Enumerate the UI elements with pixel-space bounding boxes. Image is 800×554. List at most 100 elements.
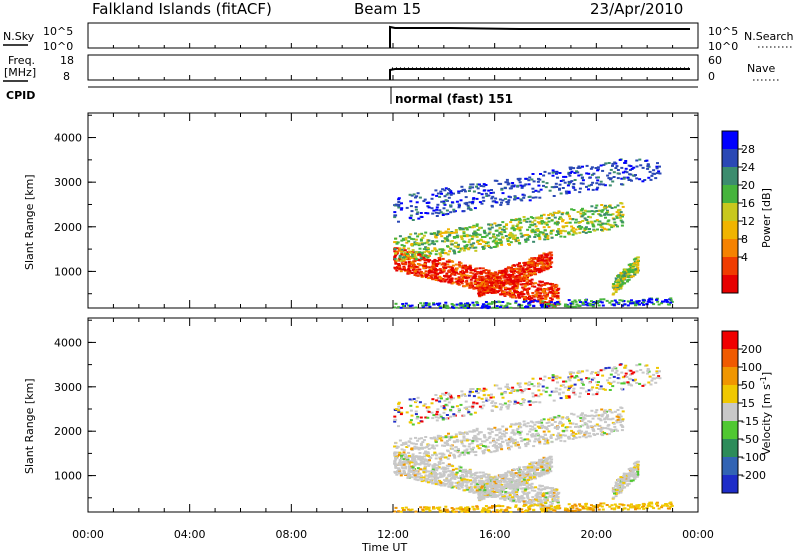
echo-cell (433, 447, 436, 450)
echo-cell (518, 472, 522, 475)
echo-cell (480, 202, 484, 205)
echo-cell (419, 264, 423, 267)
echo-cell (580, 419, 584, 422)
echo-cell (454, 229, 458, 231)
echo-cell (597, 223, 601, 226)
echo-cell (497, 279, 501, 282)
echo-cell (462, 272, 466, 275)
echo-cell (607, 162, 611, 164)
echo-cell (611, 180, 615, 183)
echo-cell (449, 247, 453, 250)
echo-cell (497, 290, 501, 293)
echo-cell (504, 288, 507, 291)
echo-cell (545, 439, 549, 442)
echo-cell (537, 420, 541, 423)
echo-cell (597, 220, 601, 223)
echo-cell (457, 191, 461, 194)
echo-cell (413, 464, 417, 467)
echo-cell (397, 249, 401, 252)
echo-cell (457, 272, 461, 275)
echo-cell (536, 287, 540, 290)
echo-cell (536, 259, 540, 262)
echo-cell (581, 301, 585, 304)
echo-cell (513, 291, 517, 293)
echo-cell (512, 268, 516, 271)
echo-cell (600, 433, 603, 436)
echo-cell (621, 304, 625, 307)
echo-cell (529, 420, 533, 423)
echo-cell (582, 211, 586, 214)
echo-cell (439, 306, 443, 309)
echo-cell (568, 215, 571, 218)
echo-cell (528, 487, 532, 490)
echo-cell (567, 299, 571, 302)
echo-cell (514, 300, 518, 303)
echo-cell (430, 271, 434, 274)
echo-cell (516, 484, 520, 487)
echo-cell (454, 467, 458, 470)
echo-cell (497, 300, 501, 303)
echo-cell (490, 430, 494, 433)
echo-cell (438, 271, 442, 274)
echo-cell (420, 274, 424, 277)
echo-cell (437, 212, 441, 215)
echo-cell (516, 486, 520, 489)
echo-cell (485, 476, 488, 479)
echo-cell (536, 229, 540, 231)
echo-cell (511, 184, 515, 187)
echo-cell (565, 429, 569, 432)
echo-cell (571, 431, 575, 434)
echo-cell (443, 252, 447, 255)
echo-cell (539, 300, 542, 303)
echo-cell (427, 260, 431, 263)
echo-cell (469, 485, 473, 488)
echo-cell (549, 501, 553, 504)
echo-cell (587, 215, 591, 218)
echo-cell (614, 167, 618, 169)
echo-cell (493, 236, 497, 239)
echo-cell (420, 251, 424, 254)
echo-cell (607, 409, 611, 412)
echo-cell (512, 499, 515, 502)
echo-cell (549, 470, 553, 473)
echo-cell (520, 186, 524, 189)
echo-cell (436, 232, 440, 234)
echo-cell (593, 229, 597, 232)
echo-cell (491, 492, 495, 495)
echo-cell (524, 488, 528, 491)
echo-cell (503, 272, 507, 275)
echo-cell (469, 271, 473, 274)
echo-cell (424, 246, 428, 249)
echo-cell (584, 430, 588, 433)
echo-cell (512, 236, 516, 239)
echo-cell (531, 262, 535, 265)
echo-cell (427, 239, 431, 242)
echo-cell (464, 196, 468, 199)
echo-cell (437, 483, 441, 486)
echo-cell (565, 192, 569, 195)
echo-cell (579, 417, 583, 420)
echo-cell (420, 446, 424, 449)
echo-cell (516, 443, 520, 446)
echo-cell (540, 231, 544, 234)
echo-cell (400, 453, 404, 456)
echo-cell (443, 466, 447, 469)
echo-cell (519, 484, 523, 487)
echo-cell (518, 466, 521, 469)
echo-cell (618, 413, 622, 416)
echo-cell (518, 422, 522, 425)
echo-cell (529, 216, 533, 219)
echo-cell (462, 249, 466, 252)
echo-cell (603, 432, 607, 435)
echo-cell (497, 223, 501, 226)
echo-cell (531, 428, 535, 431)
echo-cell (474, 472, 478, 474)
echo-cell (581, 182, 585, 185)
echo-cell (547, 288, 551, 291)
echo-cell (449, 436, 453, 439)
echo-cell (427, 243, 431, 246)
echo-cell (615, 421, 619, 424)
echo-cell (435, 206, 439, 209)
echo-cell (544, 463, 548, 466)
echo-cell (635, 165, 639, 168)
